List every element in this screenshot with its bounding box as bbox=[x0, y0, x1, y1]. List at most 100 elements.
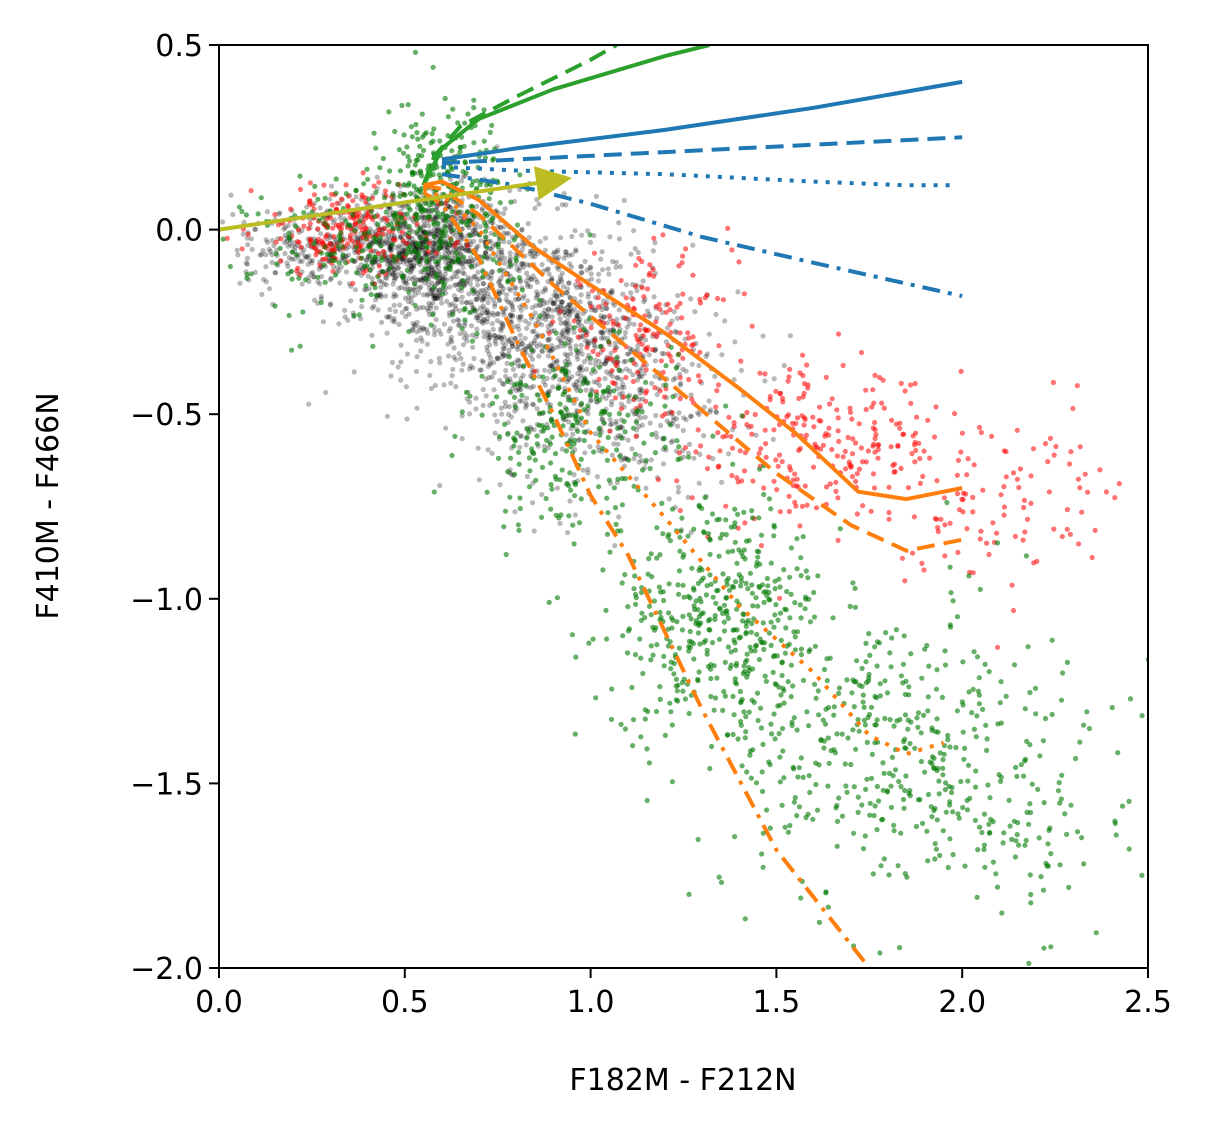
scatter-point bbox=[511, 394, 518, 400]
x-axis-ticks: 0.0 0.5 1.0 1.5 2.0 2.5 bbox=[195, 968, 1172, 1020]
scatter-point bbox=[768, 506, 774, 512]
scatter-point bbox=[558, 338, 564, 344]
scatter-point bbox=[625, 437, 631, 443]
scatter-point bbox=[616, 329, 622, 335]
scatter-point bbox=[424, 255, 430, 261]
scatter-point bbox=[603, 301, 609, 307]
scatter-point bbox=[460, 361, 466, 367]
scatter-point bbox=[558, 320, 564, 326]
scatter-point bbox=[1026, 821, 1032, 827]
scatter-point bbox=[605, 510, 611, 516]
scatter-point bbox=[519, 246, 526, 252]
scatter-point bbox=[395, 364, 401, 370]
scatter-point bbox=[731, 423, 737, 430]
scatter-point bbox=[774, 487, 780, 493]
scatter-point bbox=[861, 704, 867, 710]
scatter-point bbox=[585, 294, 591, 300]
scatter-point bbox=[960, 804, 966, 811]
scatter-point bbox=[440, 275, 446, 281]
scatter-point bbox=[490, 243, 496, 249]
scatter-point bbox=[378, 291, 384, 297]
scatter-point bbox=[616, 367, 622, 373]
scatter-point bbox=[299, 258, 305, 264]
scatter-point bbox=[296, 239, 302, 245]
scatter-point bbox=[486, 337, 492, 343]
scatter-point bbox=[845, 735, 851, 741]
scatter-point bbox=[578, 347, 584, 353]
scatter-point bbox=[706, 454, 712, 460]
scatter-point bbox=[667, 321, 673, 327]
scatter-point bbox=[798, 573, 804, 579]
scatter-point bbox=[465, 111, 471, 117]
scatter-point bbox=[239, 208, 245, 215]
scatter-point bbox=[941, 751, 947, 757]
scatter-point bbox=[547, 368, 553, 374]
scatter-point bbox=[431, 233, 437, 239]
scatter-point bbox=[591, 342, 598, 348]
scatter-point bbox=[447, 220, 453, 226]
scatter-point bbox=[973, 768, 979, 774]
scatter-point bbox=[693, 449, 699, 455]
scatter-point bbox=[651, 235, 657, 241]
scatter-point bbox=[410, 276, 416, 282]
scatter-point bbox=[1024, 809, 1030, 816]
scatter-point bbox=[308, 271, 314, 277]
scatter-point bbox=[689, 342, 695, 348]
scatter-point bbox=[450, 106, 456, 112]
scatter-point bbox=[888, 444, 894, 450]
scatter-point bbox=[1041, 800, 1047, 806]
scatter-point bbox=[763, 441, 769, 447]
scatter-point bbox=[1021, 773, 1027, 779]
scatter-point bbox=[514, 346, 521, 352]
scatter-point bbox=[465, 274, 471, 281]
scatter-point bbox=[707, 551, 713, 558]
scatter-point bbox=[723, 517, 729, 523]
scatter-point bbox=[454, 269, 461, 275]
scatter-point bbox=[1116, 481, 1122, 487]
scatter-point bbox=[451, 293, 458, 299]
scatter-point bbox=[848, 463, 854, 469]
scatter-point bbox=[592, 338, 598, 344]
scatter-point bbox=[534, 343, 540, 350]
scatter-point bbox=[469, 338, 475, 344]
scatter-point bbox=[331, 250, 338, 256]
scatter-point bbox=[274, 261, 280, 267]
scatter-point bbox=[690, 272, 696, 278]
scatter-point bbox=[743, 631, 749, 637]
scatter-point bbox=[548, 297, 554, 303]
scatter-point bbox=[410, 287, 416, 293]
scatter-point bbox=[286, 312, 292, 319]
scatter-point bbox=[925, 417, 931, 423]
scatter-point bbox=[433, 305, 439, 311]
scatter-point bbox=[348, 298, 354, 304]
scatter-point bbox=[318, 231, 324, 237]
scatter-point bbox=[643, 398, 649, 404]
scatter-point bbox=[422, 280, 428, 286]
scatter-point bbox=[1047, 435, 1053, 441]
scatter-point bbox=[286, 234, 292, 240]
scatter-point bbox=[441, 382, 447, 388]
scatter-point bbox=[507, 494, 513, 500]
x-tick-label: 0.0 bbox=[195, 985, 243, 1020]
scatter-point bbox=[722, 659, 728, 665]
scatter-point bbox=[471, 228, 477, 234]
scatter-point bbox=[1056, 780, 1062, 786]
scatter-point bbox=[695, 630, 702, 636]
scatter-point bbox=[986, 551, 992, 558]
scatter-point bbox=[877, 681, 883, 687]
scatter-point bbox=[579, 400, 585, 406]
scatter-point bbox=[1003, 474, 1009, 480]
x-axis-label: F182M - F212N bbox=[569, 1063, 796, 1098]
scatter-point bbox=[469, 258, 475, 264]
scatter-point bbox=[1011, 662, 1018, 668]
scatter-point bbox=[557, 520, 563, 527]
scatter-point bbox=[353, 194, 359, 200]
scatter-point bbox=[449, 148, 455, 154]
scatter-point bbox=[739, 413, 745, 419]
scatter-point bbox=[404, 267, 410, 273]
scatter-point bbox=[1011, 818, 1018, 824]
scatter-point bbox=[289, 243, 295, 249]
scatter-point bbox=[429, 131, 435, 137]
scatter-point bbox=[791, 715, 797, 721]
scatter-point bbox=[608, 402, 615, 408]
